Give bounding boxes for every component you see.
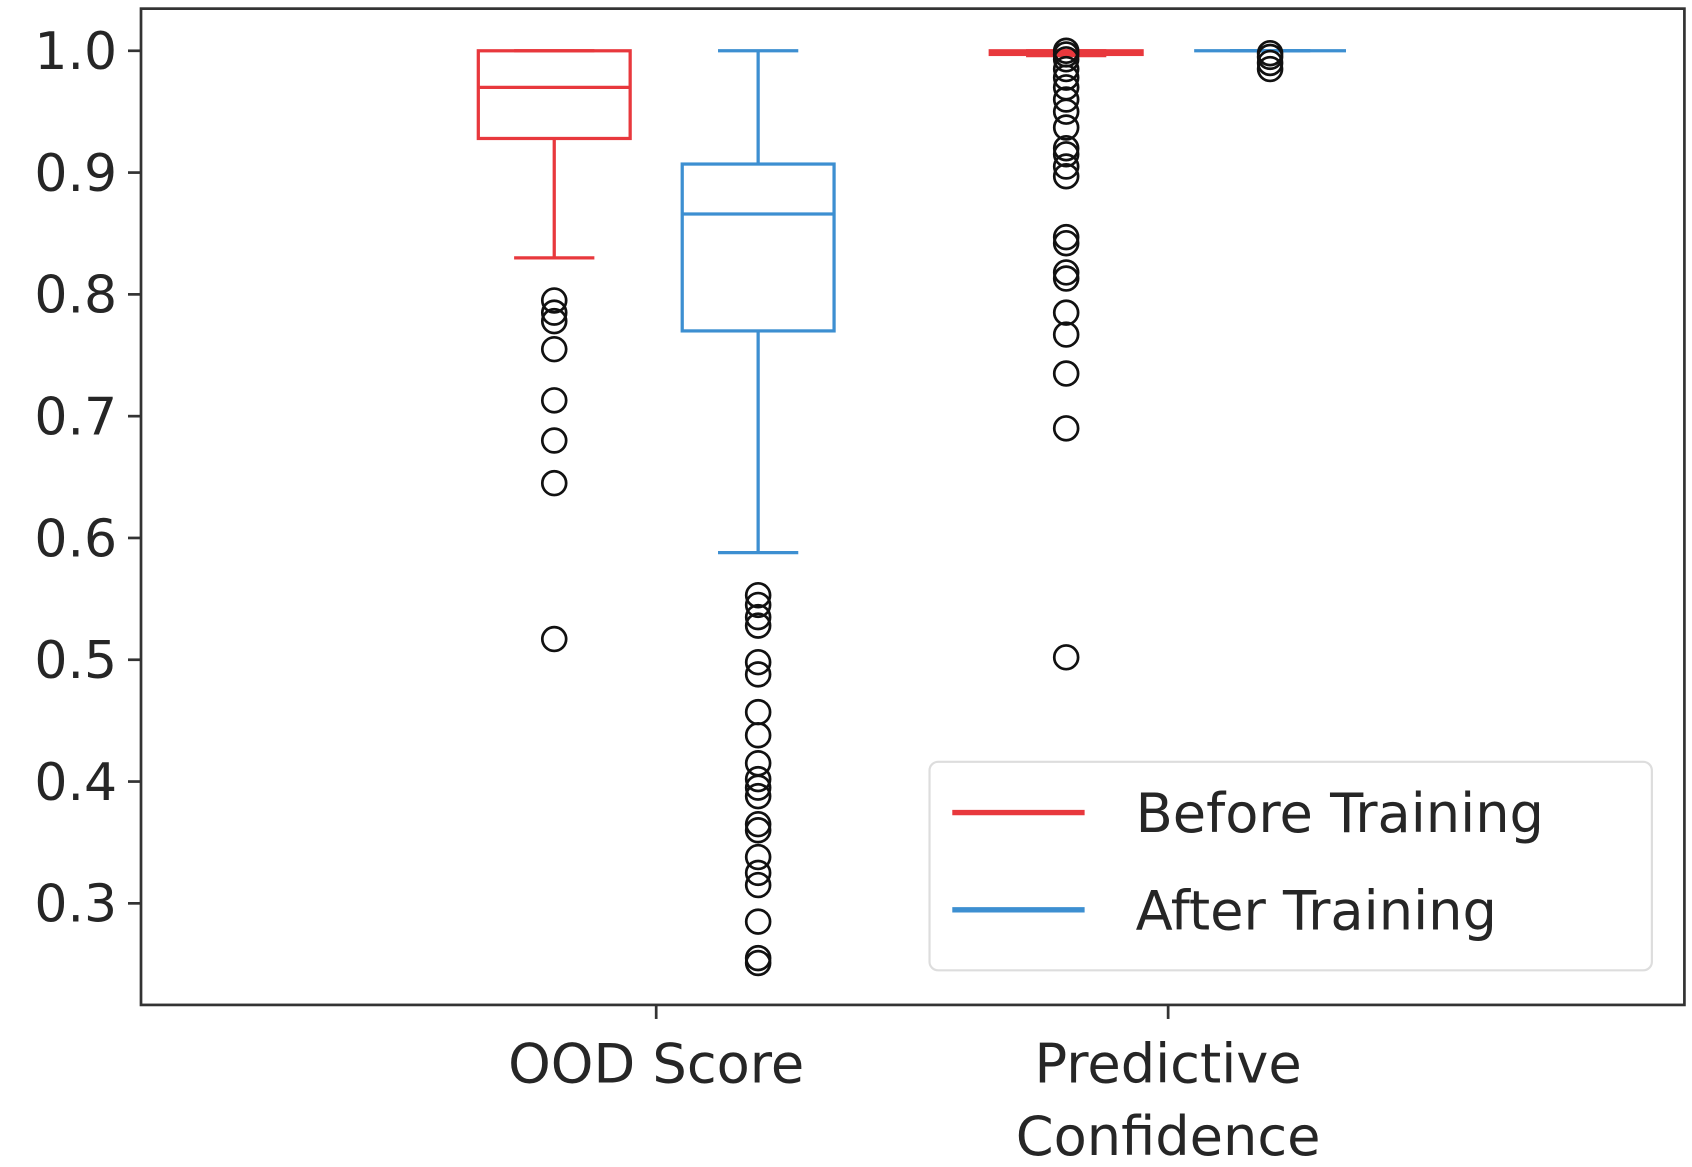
plot-marks: [476, 37, 1347, 977]
before-training-outlier: [540, 287, 568, 314]
before-training-outlier: [1052, 360, 1080, 387]
before-training-outlier: [540, 387, 568, 414]
before-training-outlier: [1052, 162, 1080, 190]
before-training-outlier: [1052, 259, 1080, 286]
x-tick-label: Predictive: [1035, 1033, 1302, 1096]
after-training-outlier: [744, 698, 772, 726]
after-training-outlier: [744, 949, 772, 977]
before-training-outlier: [1052, 86, 1080, 113]
legend: Before Training After Training: [928, 760, 1653, 972]
after-training-outlier: [744, 648, 772, 676]
y-tick-label: 0.8: [34, 266, 117, 326]
legend-frame: [928, 760, 1653, 972]
after-training-outlier: [744, 908, 772, 935]
after-training-outlier: [744, 591, 772, 619]
before-training-outlier: [1052, 153, 1080, 180]
before-training-outlier: [1052, 46, 1080, 73]
before-training-outlier: [1052, 223, 1080, 251]
after-training-outlier: [744, 782, 772, 810]
before-training-outlier: [1052, 141, 1080, 168]
before-training-outlier: [1052, 114, 1080, 141]
after-training-outlier: [744, 774, 772, 801]
legend-label-after-training: After Training: [1136, 879, 1497, 942]
before-training-outlier: [540, 299, 568, 326]
y-tick-label: 0.3: [34, 875, 117, 935]
y-tick-label: 0.4: [34, 753, 117, 813]
before-training-outlier: [1052, 98, 1080, 125]
after-training-outlier: [744, 810, 772, 838]
before-training-outlier: [1052, 134, 1080, 162]
after-training-outlier: [1256, 49, 1284, 77]
y-tick-label: 0.5: [34, 631, 117, 691]
before-training-outlier: [540, 335, 568, 363]
after-training-outlier: [744, 722, 772, 749]
before-training-outlier: [1052, 299, 1080, 326]
after-training-outlier: [1256, 43, 1284, 71]
before-training-box: [476, 49, 632, 141]
after-training-outlier: [744, 817, 772, 844]
before-training-outlier: [1052, 415, 1080, 442]
after-training-outlier: [744, 859, 772, 887]
before-training-outlier: [1052, 64, 1080, 91]
after-training-outlier: [744, 581, 772, 609]
plot-frame: [139, 7, 1686, 1007]
before-training-outlier: [540, 427, 568, 454]
after-training-outlier: [744, 603, 772, 631]
x-tick-label: OOD Score: [508, 1033, 804, 1096]
after-training-outlier: [744, 612, 772, 639]
x-axis: OOD Score Predictive Confidence: [508, 1004, 1321, 1167]
before-training-outlier: [1052, 229, 1080, 257]
y-tick-label: 0.7: [34, 388, 117, 448]
before-training-outlier: [1052, 265, 1080, 292]
before-training-outlier: [1052, 55, 1080, 83]
y-tick-label: 0.9: [34, 144, 117, 204]
after-training-outlier: [744, 765, 772, 793]
y-tick-label: 1.0: [34, 22, 117, 82]
x-tick-label: Confidence: [1016, 1105, 1321, 1167]
after-training-outlier: [1256, 55, 1284, 83]
before-training-outlier: [1052, 321, 1080, 348]
after-training-box: [680, 162, 836, 333]
before-training-outlier: [540, 469, 568, 497]
after-training-outlier: [744, 661, 772, 688]
y-axis: 0.3 0.4 0.5 0.6 0.7 0.8 0.9 1.0: [34, 22, 141, 935]
after-training-outlier: [744, 871, 772, 899]
legend-label-before-training: Before Training: [1136, 782, 1544, 845]
before-training-outlier: [1052, 644, 1080, 671]
before-training-outlier: [540, 307, 568, 335]
after-training-outlier: [744, 843, 772, 871]
before-training-outlier: [540, 625, 568, 653]
y-tick-label: 0.6: [34, 509, 117, 569]
